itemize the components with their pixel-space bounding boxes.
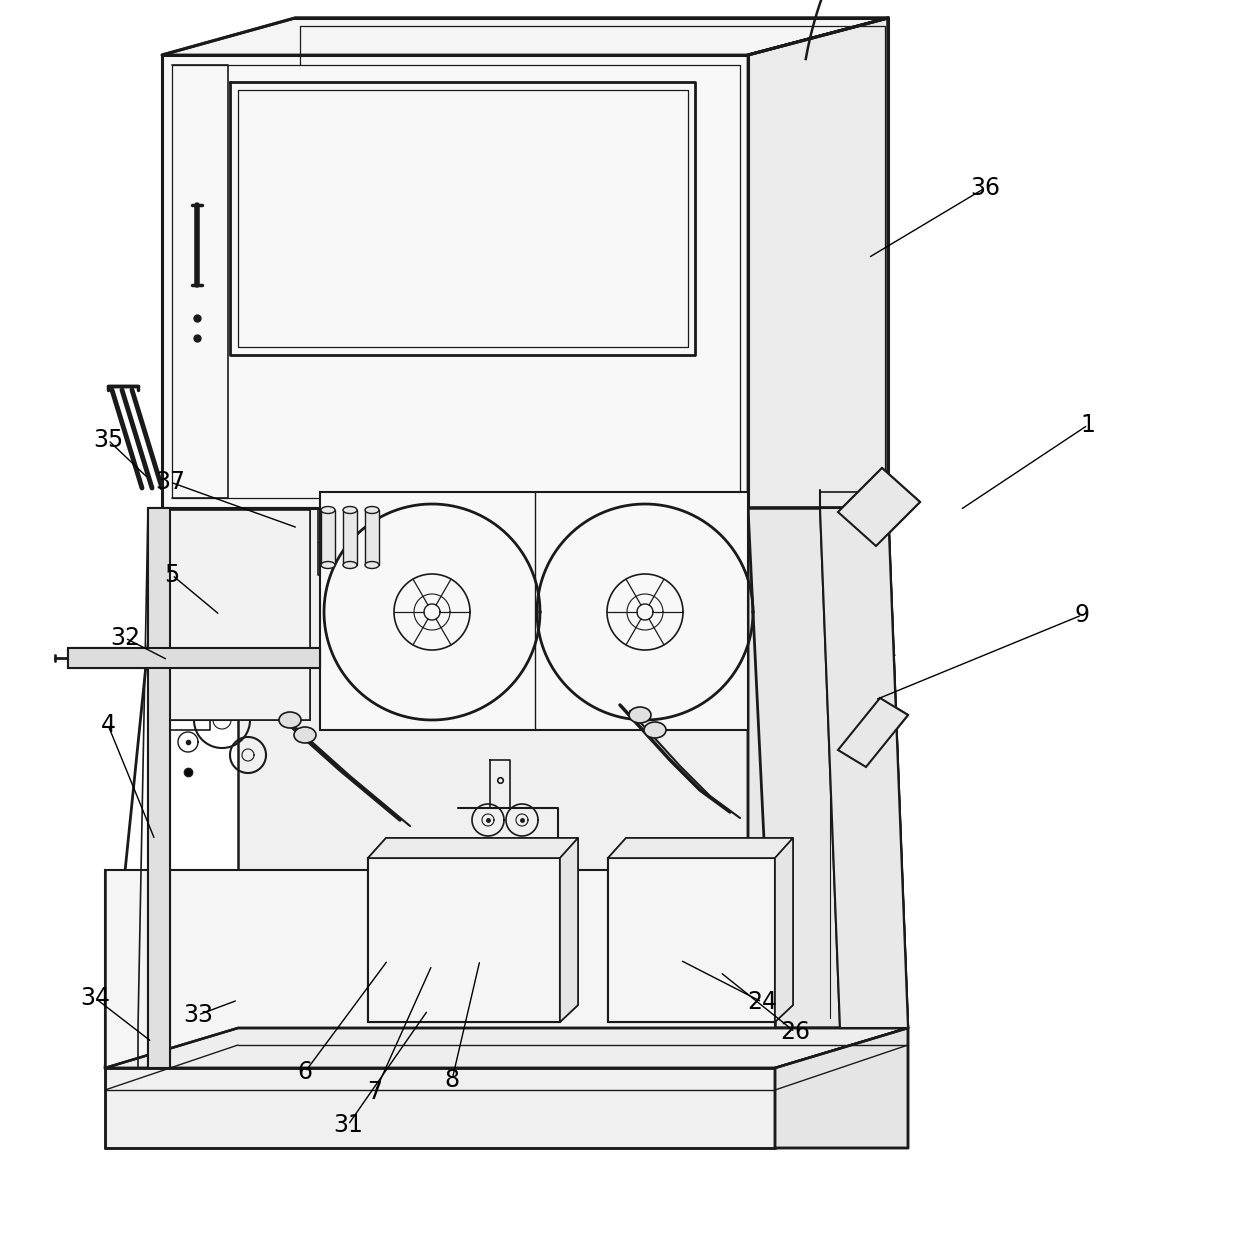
Polygon shape [560, 838, 578, 1022]
Polygon shape [105, 1068, 775, 1148]
Text: 36: 36 [970, 176, 999, 200]
Polygon shape [608, 838, 794, 858]
Polygon shape [748, 18, 888, 508]
Polygon shape [748, 508, 908, 1028]
Text: 32: 32 [110, 626, 140, 650]
Text: 35: 35 [93, 428, 123, 452]
Text: 9: 9 [1075, 602, 1090, 628]
Ellipse shape [365, 507, 379, 513]
Text: 6: 6 [298, 1060, 312, 1084]
Polygon shape [321, 510, 335, 565]
Text: 31: 31 [334, 1113, 363, 1137]
Text: 33: 33 [184, 1003, 213, 1027]
Polygon shape [838, 468, 920, 546]
Text: 34: 34 [81, 986, 110, 1010]
Text: 24: 24 [746, 990, 777, 1014]
Text: 37: 37 [155, 471, 185, 494]
Ellipse shape [321, 561, 335, 569]
Polygon shape [148, 508, 170, 1068]
Polygon shape [68, 648, 320, 668]
Polygon shape [105, 1028, 908, 1068]
Polygon shape [162, 18, 888, 55]
Polygon shape [162, 55, 748, 508]
Ellipse shape [644, 722, 666, 738]
Polygon shape [608, 858, 775, 1022]
Ellipse shape [343, 561, 357, 569]
Ellipse shape [365, 561, 379, 569]
Ellipse shape [294, 727, 316, 743]
Polygon shape [238, 508, 748, 1028]
Polygon shape [320, 492, 748, 730]
Polygon shape [368, 858, 560, 1022]
Ellipse shape [321, 507, 335, 513]
Polygon shape [838, 698, 908, 767]
Polygon shape [748, 18, 888, 508]
Text: 7: 7 [367, 1081, 382, 1104]
Polygon shape [820, 508, 908, 1028]
Polygon shape [368, 838, 578, 858]
Ellipse shape [279, 712, 301, 728]
Polygon shape [170, 510, 310, 720]
Polygon shape [365, 510, 379, 565]
Polygon shape [775, 1028, 908, 1148]
Text: 5: 5 [165, 563, 180, 587]
Polygon shape [775, 838, 794, 1022]
Text: 1: 1 [1080, 413, 1095, 437]
Ellipse shape [629, 707, 651, 723]
Polygon shape [343, 510, 357, 565]
Text: 4: 4 [100, 713, 115, 737]
Text: 26: 26 [780, 1020, 810, 1044]
Text: 8: 8 [444, 1068, 460, 1092]
Polygon shape [105, 870, 775, 1068]
Ellipse shape [343, 507, 357, 513]
